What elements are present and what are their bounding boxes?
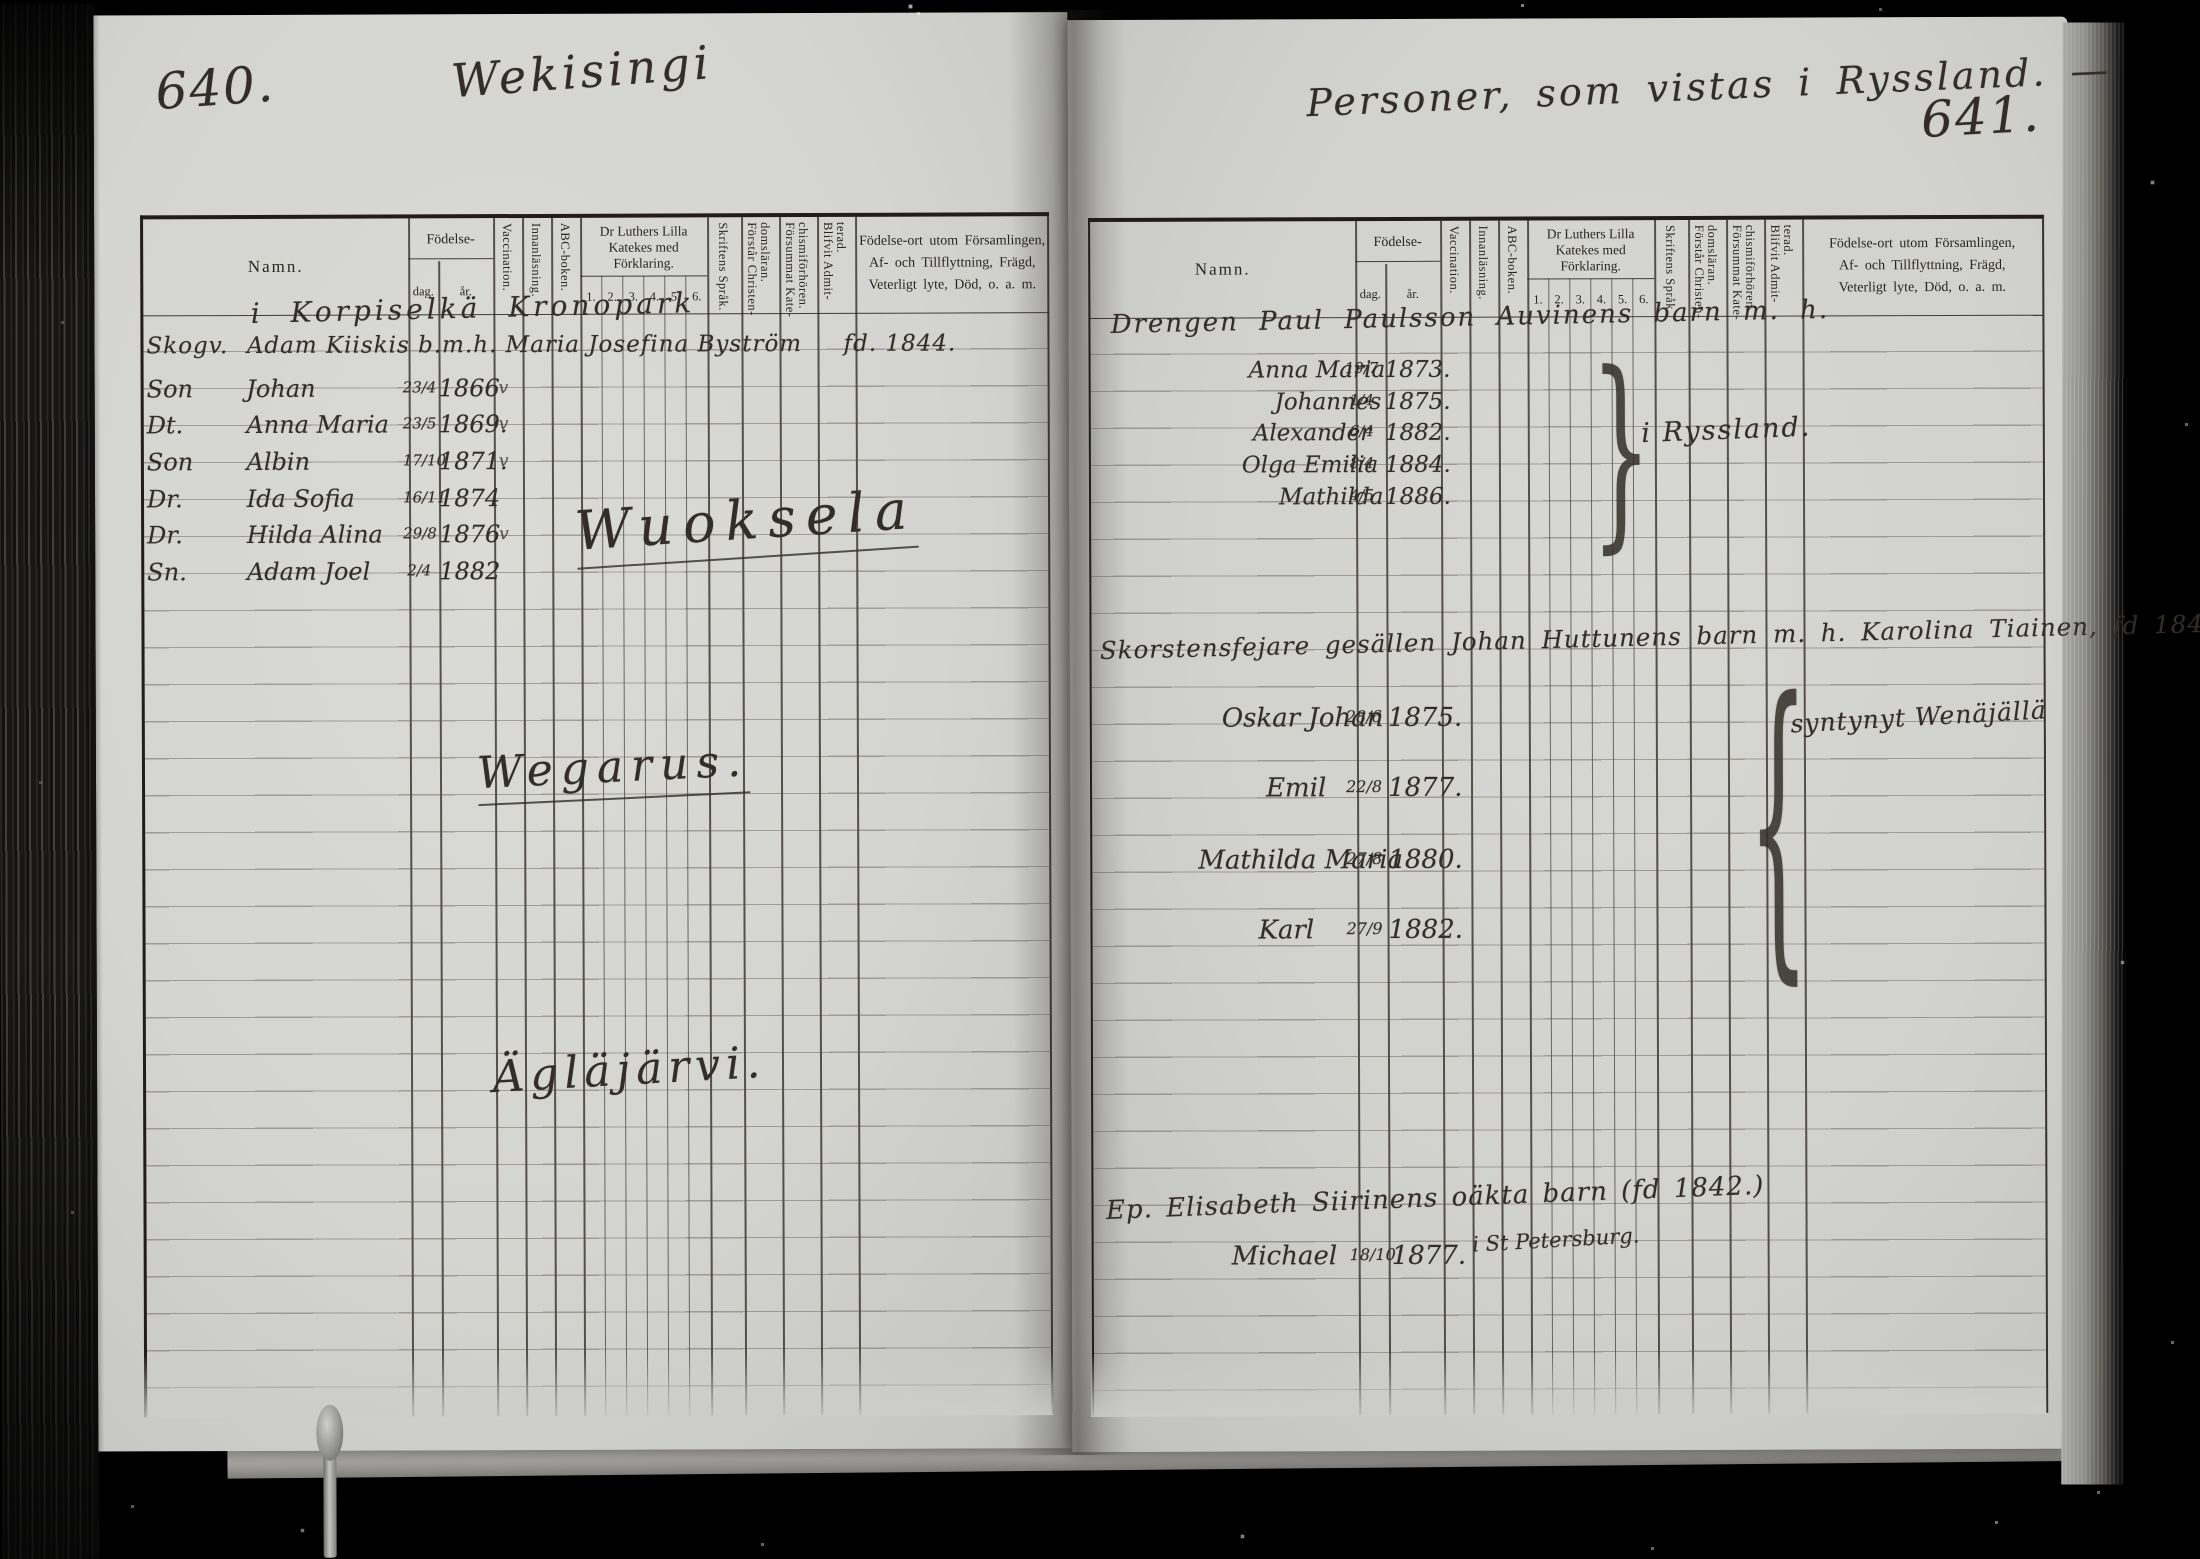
bookmark-string	[316, 1404, 344, 1558]
col-header-ar: år.	[1406, 286, 1419, 301]
col-header-innanlasning: Innanläsning.	[529, 222, 544, 298]
forsummat-line2: chismiförhören.	[796, 222, 811, 310]
katekes-num-4: 4.	[649, 289, 660, 304]
ruled-lines	[1090, 314, 2047, 1395]
col-header-namn: Namn.	[247, 256, 304, 276]
katekes-num-2: 2.	[1554, 292, 1564, 307]
forstar-line2: domsläran.	[1705, 224, 1720, 286]
fodelseort-line1: Födelse-ort utom Församlingen,	[859, 233, 1046, 249]
col-header-vaccination: Vaccination.	[500, 223, 515, 292]
katekes-num-2: 2.	[607, 289, 617, 304]
header-divider	[1527, 278, 1655, 280]
col-header-skriftens: Skriftens Språk.	[1663, 224, 1678, 314]
col-header-fodelse: Födelse-	[1373, 234, 1422, 251]
katekes-line1: Dr Luthers Lilla	[1546, 226, 1635, 242]
col-header-skriftens: Skriftens Språk.	[716, 222, 731, 311]
col-header-fodelse: Födelse-	[426, 232, 475, 248]
ruled-lines	[143, 312, 1054, 1396]
left-table: Namn. Födelse- dag. år. Vaccination. Inn…	[140, 212, 1054, 1419]
katekes-num-6: 6.	[692, 289, 702, 304]
forstar-line2: domsläran.	[758, 222, 773, 283]
fodelseort-line3: Veterligt lyte, Död, o. a. m.	[868, 277, 1037, 293]
forstar-line1: Förstår Christen-	[745, 222, 760, 316]
katekes-line3: Förklaring.	[1560, 258, 1621, 274]
col-header-dag: dag.	[1359, 287, 1381, 302]
katekes-num-1: 1.	[586, 289, 596, 304]
col-header-katekes: Dr Luthers Lilla Katekes med Förklaring.	[1527, 226, 1654, 274]
col-header-fodelseort: Födelse-ort utom Församlingen, Af- och T…	[855, 230, 1049, 297]
katekes-numbers: 1. 2. 3. 4. 5. 6.	[580, 289, 707, 304]
forstar-line1: Förstår Christen-	[1692, 224, 1707, 319]
fore-edge-pages	[2061, 22, 2127, 1485]
col-header-innanlasning: Innanläsning.	[1476, 225, 1491, 300]
katekes-num-5: 5.	[670, 289, 681, 304]
col-header-blifvit: Blifvit Admit- terad.	[821, 221, 849, 301]
katekes-num-3: 3.	[1575, 292, 1585, 307]
header-divider	[408, 258, 494, 260]
book-spine-edge	[0, 3, 99, 1559]
fodelseort-line3: Veterligt lyte, Död, o. a. m.	[1838, 279, 2007, 296]
fodelseort-line2: Af- och Tillflyttning, Frägd,	[868, 255, 1036, 271]
katekes-numbers: 1. 2. 3. 4. 5. 6.	[1527, 292, 1654, 307]
katekes-num-1: 1.	[1533, 292, 1543, 307]
bookmark-knot	[316, 1404, 344, 1461]
fodelseort-line2: Af- och Tillflyttning, Frägd,	[1838, 257, 2006, 274]
blifvit-line1: Blifvit Admit-	[821, 221, 836, 301]
col-header-forstar: Förstår Christen- domsläran.	[745, 222, 773, 316]
col-header-forstar: Förstår Christen- domsläran.	[1692, 224, 1720, 319]
blifvit-line2: terad.	[834, 221, 849, 254]
header-divider	[580, 275, 708, 278]
blifvit-line2: terad.	[1781, 224, 1796, 256]
col-header-dag: dag.	[412, 284, 434, 299]
fodelseort-line1: Födelse-ort utom Församlingen,	[1829, 235, 2016, 252]
blifvit-line1: Blifvit Admit-	[1768, 224, 1783, 303]
forsummat-line1: Försummat Kate-	[1730, 224, 1745, 321]
katekes-num-4: 4.	[1596, 292, 1607, 307]
col-header-forsummat: Försummat Kate- chismiförhören.	[783, 222, 811, 318]
katekes-line3: Förklaring.	[613, 255, 674, 271]
right-table: Namn. Födelse- dag. år. Vaccination. Inn…	[1088, 214, 2049, 1418]
col-header-forsummat: Försummat Kate- chismiförhören.	[1730, 224, 1758, 321]
katekes-num-6: 6.	[1639, 292, 1649, 307]
col-header-vaccination: Vaccination.	[1447, 225, 1462, 294]
col-header-ar: år.	[459, 284, 472, 299]
header-divider	[1355, 260, 1441, 263]
forsummat-line1: Försummat Kate-	[783, 222, 798, 318]
table-bottom-fade	[144, 1351, 1054, 1419]
katekes-line2: Katekes med	[608, 239, 679, 255]
katekes-line1: Dr Luthers Lilla	[599, 223, 688, 239]
forsummat-line2: chismiförhören.	[1743, 224, 1758, 312]
col-header-katekes: Dr Luthers Lilla Katekes med Förklaring.	[580, 223, 707, 271]
katekes-num-3: 3.	[628, 289, 638, 304]
katekes-num-5: 5.	[1617, 292, 1628, 307]
col-header-fodelseort: Födelse-ort utom Församlingen, Af- och T…	[1802, 233, 2042, 300]
col-header-abc-boken: ABC-boken.	[558, 222, 573, 292]
col-header-blifvit: Blifvit Admit- terad.	[1768, 224, 1796, 303]
katekes-line2: Katekes med	[1555, 242, 1626, 258]
col-header-abc-boken: ABC-boken.	[1505, 225, 1520, 295]
table-bottom-fade	[1091, 1349, 2047, 1418]
col-header-namn: Namn.	[1194, 259, 1251, 279]
film-grain-specks	[0, 0, 1, 1]
